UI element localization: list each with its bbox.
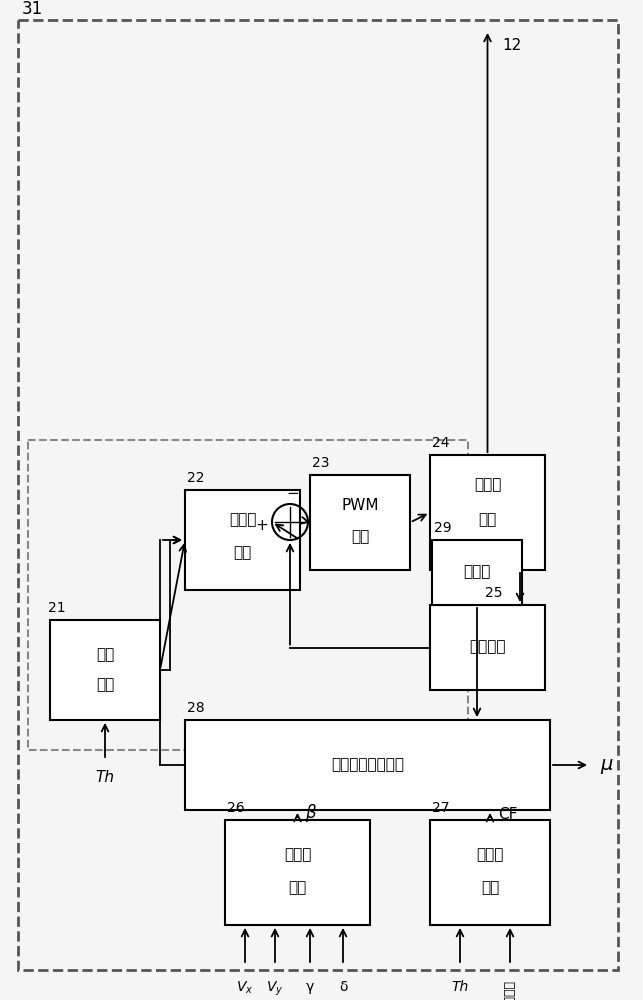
Text: +: + <box>255 518 268 532</box>
Text: 22: 22 <box>187 471 204 485</box>
Bar <box>430 455 545 570</box>
Text: 辅助: 辅助 <box>96 648 114 662</box>
Bar <box>185 490 300 590</box>
Text: 路面摩擦系数推算: 路面摩擦系数推算 <box>331 758 404 772</box>
Text: $V_x$: $V_x$ <box>237 980 254 996</box>
Text: 生成: 生成 <box>233 546 251 560</box>
Text: 转弯力: 转弯力 <box>476 848 503 862</box>
Text: 21: 21 <box>48 601 66 615</box>
Text: 12: 12 <box>502 38 521 53</box>
Bar <box>310 475 410 570</box>
Text: 25: 25 <box>485 586 502 600</box>
Text: 侧滑角: 侧滑角 <box>284 848 311 862</box>
Bar <box>185 720 550 810</box>
Text: 调整: 调整 <box>96 678 114 692</box>
Text: CF: CF <box>498 807 518 822</box>
Text: 存储器: 存储器 <box>464 564 491 580</box>
Text: 28: 28 <box>187 701 204 715</box>
Text: μ: μ <box>600 756 612 774</box>
Text: 电流检测: 电流检测 <box>469 640 506 654</box>
Text: −: − <box>287 486 300 501</box>
Text: 29: 29 <box>434 521 451 535</box>
Text: Th: Th <box>451 980 469 994</box>
Text: PWM: PWM <box>341 497 379 512</box>
Text: 辅助转矩: 辅助转矩 <box>503 980 516 1000</box>
Bar <box>225 820 370 925</box>
Bar <box>50 620 160 720</box>
Text: 计算: 计算 <box>481 880 499 896</box>
Text: 计算: 计算 <box>288 880 307 896</box>
Text: 26: 26 <box>227 801 244 815</box>
Bar <box>28 440 468 750</box>
Text: γ: γ <box>306 980 314 994</box>
Text: $V_y$: $V_y$ <box>266 980 284 998</box>
Text: 31: 31 <box>22 0 43 18</box>
Text: 驱动: 驱动 <box>478 512 496 528</box>
Text: β: β <box>305 804 316 822</box>
Bar <box>432 540 522 605</box>
Bar <box>430 820 550 925</box>
Text: 逆变器: 逆变器 <box>474 478 501 492</box>
Text: 27: 27 <box>432 801 449 815</box>
Text: Th: Th <box>96 770 114 786</box>
Text: 24: 24 <box>432 436 449 450</box>
Text: 控制: 控制 <box>351 530 369 544</box>
Text: 电流值: 电流值 <box>229 512 256 528</box>
Bar <box>430 605 545 690</box>
Text: 23: 23 <box>312 456 329 470</box>
Text: δ: δ <box>339 980 347 994</box>
